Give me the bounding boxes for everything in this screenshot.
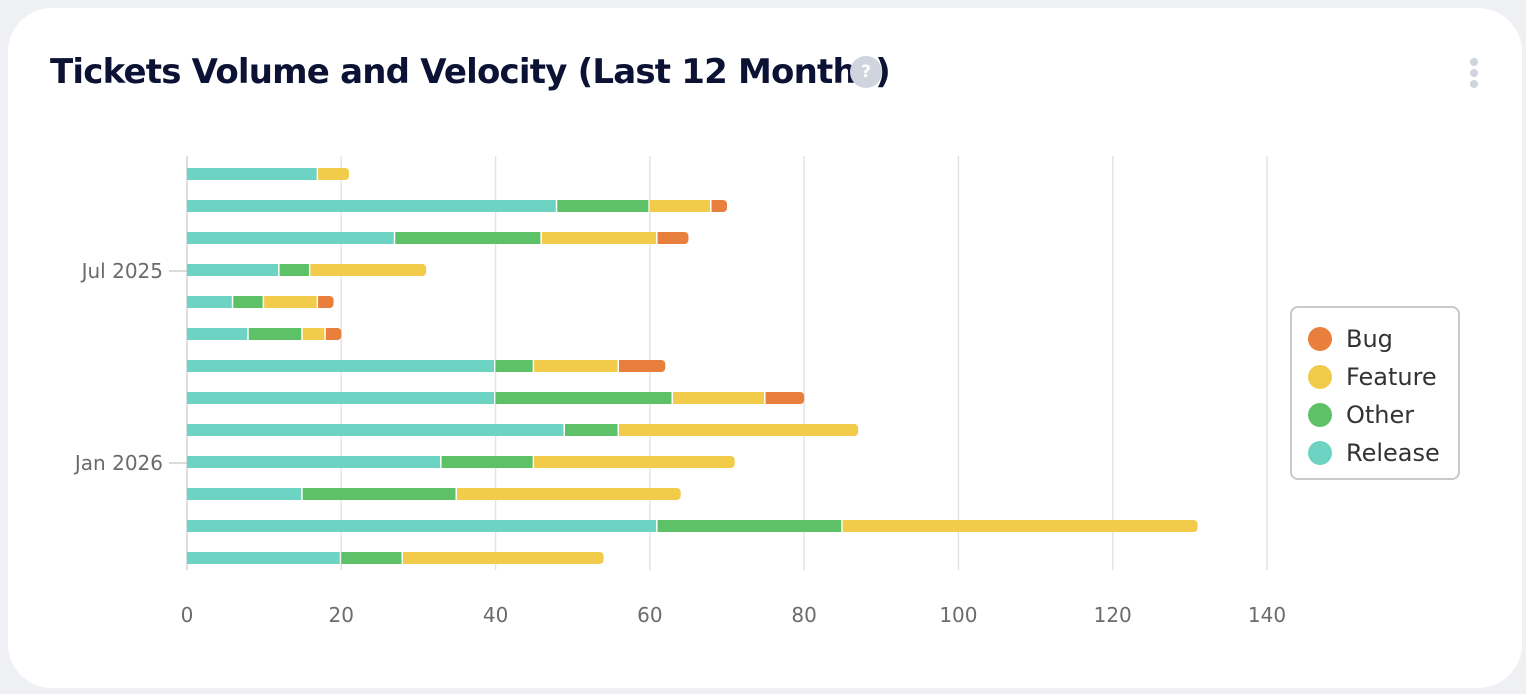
chart-card: Tickets Volume and Velocity (Last 12 Mon…: [8, 8, 1522, 688]
bar-segment-other: [302, 488, 456, 500]
bar-segment-feature: [457, 488, 681, 500]
chart-legend: Bug Feature Other Release: [1290, 306, 1460, 480]
chart-title: Tickets Volume and Velocity (Last 12 Mon…: [50, 52, 891, 92]
x-tick-label: 100: [939, 603, 977, 627]
bar-segment-other: [279, 264, 309, 276]
bar-segment-feature: [264, 296, 317, 308]
bar-segment-other: [657, 520, 842, 532]
legend-item-other[interactable]: Other: [1308, 396, 1458, 434]
bar-segment-release: [187, 552, 340, 564]
bar-segment-feature: [534, 456, 735, 468]
bar-segment-release: [187, 264, 279, 276]
bar-segment-other: [495, 360, 533, 372]
bar-segment-feature: [310, 264, 317, 276]
bar-segment-feature: [534, 456, 541, 468]
bar-segment-bug: [765, 392, 805, 404]
bar-segment-feature: [673, 392, 765, 404]
bar-segment-bug: [619, 360, 625, 372]
bar-segment-release: [187, 232, 394, 244]
bar-segment-other: [557, 200, 649, 212]
bar-segment-other: [233, 296, 263, 308]
bar-segment-feature: [541, 232, 657, 244]
x-tick-label: 140: [1248, 603, 1286, 627]
bar-segment-feature: [842, 520, 1198, 532]
bar-segment-release: [187, 200, 556, 212]
kebab-dot: [1470, 69, 1478, 77]
bar-segment-other: [441, 456, 533, 468]
legend-label: Feature: [1346, 363, 1437, 391]
bar-segment-release: [187, 456, 441, 468]
bar-segment-bug: [711, 200, 718, 212]
x-tick-label: 40: [483, 603, 508, 627]
question-circle-icon[interactable]: ?: [850, 56, 882, 88]
bar-segment-release: [187, 488, 302, 500]
bar-segment-feature: [457, 488, 463, 500]
bar-segment-feature: [619, 424, 625, 436]
legend-item-feature[interactable]: Feature: [1308, 358, 1458, 396]
x-tick-label: 20: [329, 603, 354, 627]
bar-segment-feature: [619, 424, 859, 436]
bar-segment-feature: [302, 328, 325, 340]
x-tick-label: 120: [1094, 603, 1132, 627]
x-tick-label: 80: [791, 603, 816, 627]
kebab-dot: [1470, 80, 1478, 88]
legend-swatch: [1308, 403, 1332, 427]
bar-segment-release: [187, 296, 232, 308]
bar-segment-feature: [649, 200, 711, 212]
legend-swatch: [1308, 327, 1332, 351]
bar-segment-feature: [403, 552, 409, 564]
bar-segment-bug: [765, 392, 772, 404]
bar-segment-feature: [403, 552, 604, 564]
bar-segment-other: [248, 328, 302, 340]
bar-segment-other: [395, 232, 541, 244]
bar-segment-release: [187, 168, 317, 180]
bar-segment-other: [495, 392, 672, 404]
bar-segment-bug: [657, 232, 689, 244]
bar-segment-feature: [310, 264, 427, 276]
bar-segment-feature: [318, 168, 349, 180]
bar-segment-release: [187, 328, 248, 340]
bar-segment-bug: [657, 232, 664, 244]
legend-label: Bug: [1346, 325, 1393, 353]
bar-segment-feature: [842, 520, 849, 532]
bar-segment-bug: [318, 296, 325, 308]
x-tick-label: 0: [181, 603, 194, 627]
bar-segment-feature: [318, 168, 325, 180]
legend-item-bug[interactable]: Bug: [1308, 320, 1458, 358]
y-tick-label: Jan 2026: [73, 451, 163, 475]
bar-segment-release: [187, 392, 495, 404]
x-tick-label: 60: [637, 603, 662, 627]
bar-segment-release: [187, 520, 657, 532]
kebab-dot: [1470, 58, 1478, 66]
bar-segment-other: [341, 552, 402, 564]
legend-item-release[interactable]: Release: [1308, 434, 1458, 472]
legend-label: Release: [1346, 439, 1440, 467]
bar-segment-bug: [619, 360, 666, 372]
bar-segment-other: [565, 424, 618, 436]
bar-segment-bug: [325, 328, 332, 340]
kebab-menu-icon[interactable]: [1460, 56, 1488, 90]
y-tick-label: Jul 2025: [80, 259, 163, 283]
legend-label: Other: [1346, 401, 1415, 429]
bar-segment-feature: [534, 360, 618, 372]
bar-segment-release: [187, 360, 495, 372]
legend-swatch: [1308, 441, 1332, 465]
legend-swatch: [1308, 365, 1332, 389]
bar-segment-release: [187, 424, 564, 436]
